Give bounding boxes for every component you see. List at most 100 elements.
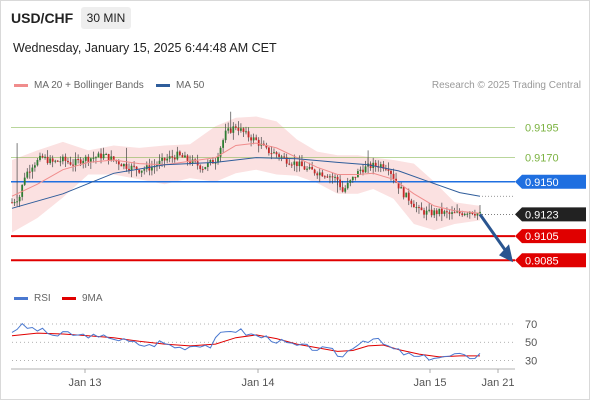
candle-body	[219, 147, 222, 157]
candle-body	[166, 158, 169, 161]
candle-body	[125, 163, 128, 169]
candle-body	[295, 161, 298, 167]
legend-ma50: MA 50	[156, 80, 204, 91]
candle-body	[212, 160, 214, 164]
support-label-box	[515, 229, 586, 244]
candle-body	[105, 153, 108, 155]
legend-swatch	[14, 84, 28, 87]
candle-body	[301, 161, 303, 167]
x-tick-label: Jan 21	[481, 377, 514, 389]
candle-body	[443, 211, 446, 214]
candle-body	[313, 169, 316, 174]
candle-body	[89, 158, 92, 162]
candle-body	[56, 160, 59, 162]
candle-body	[143, 169, 146, 171]
candle-body	[92, 157, 95, 159]
candle-body	[120, 164, 123, 167]
legend-label: RSI	[34, 293, 51, 304]
candle-body	[364, 166, 367, 173]
candle-body	[39, 155, 41, 160]
candle-body	[448, 212, 451, 214]
legend-swatch	[156, 84, 170, 87]
candle-body	[128, 168, 130, 171]
candle-body	[298, 161, 301, 167]
candle-body	[252, 137, 255, 141]
legend-label: MA 20 + Bollinger Bands	[34, 80, 144, 91]
candle-body	[280, 156, 283, 158]
candle-body	[133, 165, 135, 167]
last-price-label: 0.9123	[525, 209, 559, 221]
candle-body	[456, 211, 459, 213]
candle-body	[161, 157, 163, 161]
candle-body	[247, 131, 250, 138]
candle-body	[257, 139, 260, 146]
candle-body	[390, 170, 392, 174]
candle-body	[288, 163, 291, 165]
candle-body	[303, 166, 306, 170]
candle-body	[425, 210, 428, 215]
candle-body	[214, 162, 217, 164]
candle-body	[156, 164, 158, 167]
candle-body	[476, 213, 479, 216]
candle-body	[412, 203, 415, 208]
candle-body	[435, 210, 438, 215]
timestamp: Wednesday, January 15, 2025 6:44:48 AM C…	[13, 41, 277, 55]
rsi-tick-label: 50	[525, 337, 537, 349]
candle-body	[31, 167, 34, 172]
candle-body	[234, 126, 237, 128]
candle-body	[311, 167, 314, 170]
candle-body	[418, 207, 420, 209]
candle-body	[466, 213, 469, 215]
candle-body	[438, 208, 441, 215]
candle-body	[397, 182, 400, 189]
candle-body	[201, 169, 204, 171]
candle-body	[402, 187, 405, 198]
candle-body	[61, 156, 64, 162]
bollinger-band	[12, 116, 480, 233]
candle-body	[77, 159, 80, 161]
legend-swatch	[14, 297, 28, 300]
support-label: 0.9105	[525, 231, 559, 243]
candle-body	[145, 165, 148, 170]
candle-body	[453, 212, 456, 214]
candle-body	[329, 176, 331, 178]
candle-body	[44, 156, 46, 158]
support-label: 0.9085	[525, 255, 559, 267]
candle-body	[140, 170, 143, 173]
candle-body	[168, 156, 171, 159]
candle-body	[229, 128, 232, 133]
candle-body	[323, 176, 326, 178]
candle-body	[150, 167, 153, 171]
candle-body	[382, 164, 385, 169]
candle-body	[420, 207, 423, 211]
candle-body	[290, 164, 293, 166]
candle-body	[275, 152, 278, 155]
candle-body	[16, 201, 18, 203]
ma20-line	[11, 142, 481, 214]
candle-body	[346, 182, 349, 189]
candle-body	[293, 161, 296, 165]
candle-body	[84, 156, 87, 161]
candle-body	[36, 159, 39, 166]
timeframe-button[interactable]: 30 MIN	[81, 7, 131, 29]
candle-body	[26, 171, 29, 178]
support-label-box	[515, 253, 586, 268]
candle-body	[384, 168, 387, 170]
candle-body	[242, 128, 245, 132]
candle-body	[308, 167, 311, 169]
candle-body	[186, 155, 189, 161]
candle-body	[82, 160, 85, 164]
candle-body	[379, 164, 382, 168]
resistance-label: 0.9170	[525, 153, 559, 165]
candle-body	[217, 156, 219, 163]
candle-body	[336, 176, 339, 180]
last-price-label-box	[515, 207, 586, 222]
candle-body	[176, 151, 179, 160]
x-tick-label: Jan 13	[68, 377, 101, 389]
candle-body	[430, 209, 433, 216]
candle-body	[67, 160, 69, 163]
candle-body	[189, 160, 191, 164]
candle-body	[54, 160, 57, 162]
rsi-tick-label: 70	[525, 319, 537, 331]
candle-body	[72, 164, 74, 166]
